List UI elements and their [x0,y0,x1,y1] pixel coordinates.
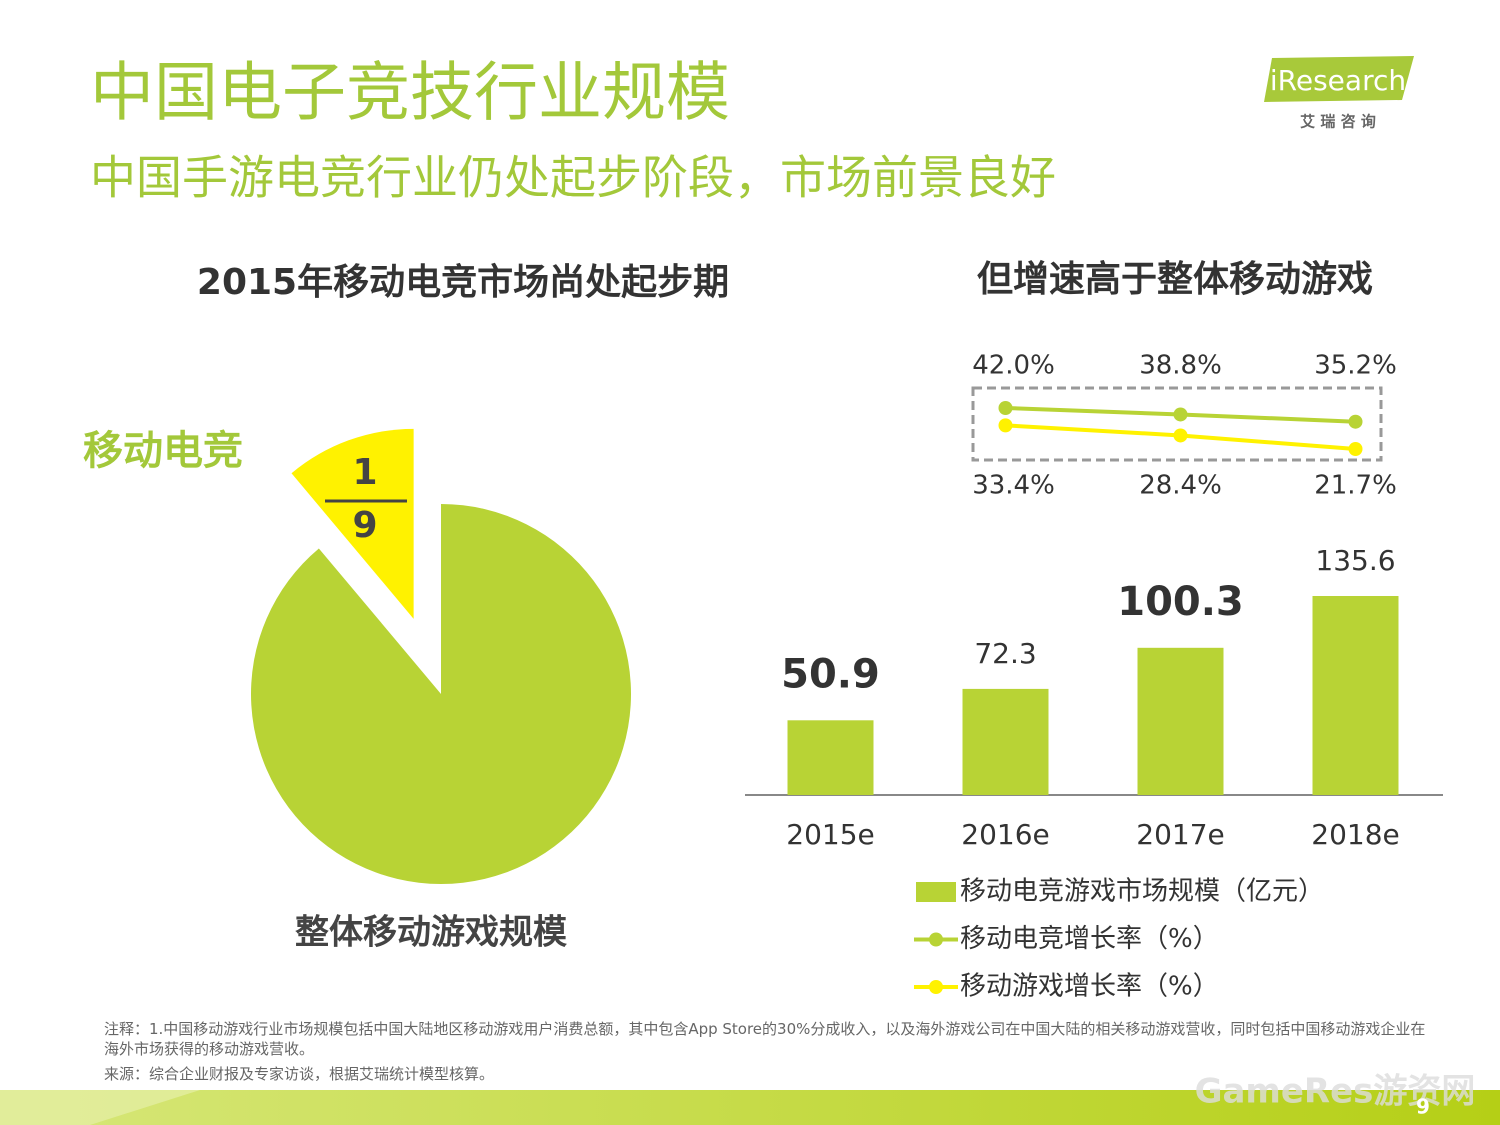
logo-brand: iResearch [1270,64,1406,97]
highlight-box [971,386,1383,462]
bar-value-label: 72.3 [974,637,1036,670]
footnote: 注释：1.中国移动游戏行业市场规模包括中国大陆地区移动游戏用户消费总额，其中包含… [104,1020,1426,1058]
bar [962,688,1049,795]
line-point [998,401,1013,415]
x-tick-label: 2016e [961,818,1049,851]
line-point [1173,428,1188,443]
line-point [1348,442,1363,456]
line-value-label: 42.0% [972,351,1055,381]
slice-label: 整体移动游戏规模 [295,913,567,953]
fraction-numerator: 1 [352,452,377,493]
legend-swatch [929,980,943,994]
slide-subtitle: 中国手游电竞行业仍处起步阶段，市场前景良好 [90,151,1056,205]
line-value-label: 35.2% [1314,351,1397,381]
source: 来源：综合企业财报及专家访谈，根据艾瑞统计模型核算。 [104,1065,495,1083]
line-value-label: 38.8% [1139,351,1222,381]
bar [1137,647,1224,795]
x-tick-label: 2018e [1311,818,1399,851]
bar [1312,596,1399,795]
pie-slice [250,504,632,884]
legend-swatch [916,882,956,902]
chart-title: 2015年移动电竞市场尚处起步期 [197,262,729,303]
legend-label: 移动电竞增长率（%） [960,924,1219,954]
legend-swatch [929,932,943,947]
line-point [1348,414,1363,429]
legend-label: 移动游戏增长率（%） [960,972,1219,1002]
line-value-label: 21.7% [1314,471,1397,501]
slide-title: 中国电子竞技行业规模 [90,57,730,131]
logo-badge [1264,56,1414,102]
line-point [1173,407,1188,422]
line-value-label: 28.4% [1139,471,1222,501]
bar-value-label: 50.9 [781,651,880,697]
line-point [998,418,1013,433]
bar-value-label: 135.6 [1315,544,1395,577]
logo-tagline: 艾 瑞 咨 询 [1300,113,1376,131]
legend-label: 移动电竞游戏市场规模（亿元） [960,877,1324,907]
fraction-denominator: 9 [352,505,377,546]
pie-slice [291,428,414,619]
footer-accent [0,1090,200,1125]
footer-band [0,1090,1500,1125]
x-tick-label: 2017e [1136,818,1224,851]
x-tick-label: 2015e [786,818,874,851]
bar [787,720,874,795]
page-number: 9 [1416,1095,1430,1119]
bar-value-label: 100.3 [1117,579,1244,625]
chart-title: 但增速高于整体移动游戏 [977,259,1373,300]
slice-label: 移动电竞 [83,428,243,474]
line-value-label: 33.4% [972,471,1055,501]
watermark: GameRes游资网 [1195,1072,1476,1112]
